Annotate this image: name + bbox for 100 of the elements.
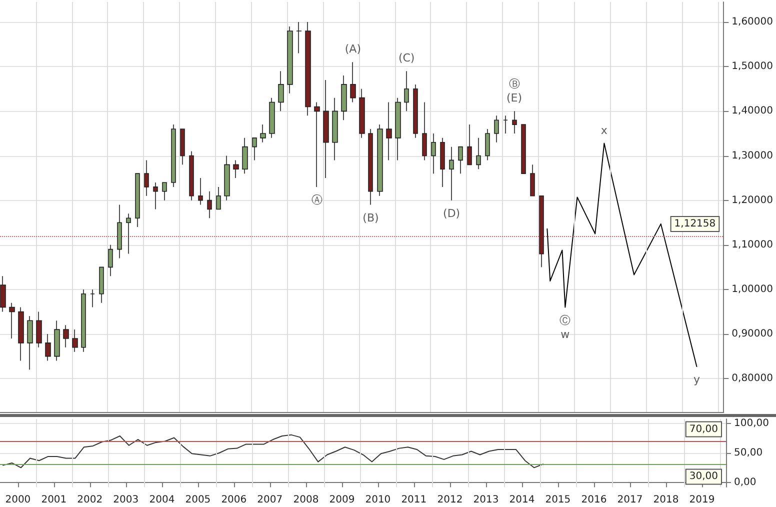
y-tick-label: 1,10000	[732, 239, 774, 250]
x-tick-label: 2005	[185, 494, 211, 506]
candlestick	[350, 62, 356, 103]
y-tick-label: 1,20000	[732, 194, 774, 206]
x-tick-label: 2000	[5, 494, 31, 506]
x-tick-label: 2008	[293, 494, 319, 506]
x-tick-label: 2012	[437, 494, 463, 506]
candlestick	[458, 146, 463, 174]
candlestick	[18, 306, 24, 362]
candlestick	[332, 97, 338, 161]
candlestick	[404, 70, 409, 112]
candlestick	[233, 160, 239, 178]
annotation: Ⓒ w	[560, 314, 571, 341]
annotation: y	[693, 373, 700, 386]
candlestick	[0, 276, 6, 312]
x-tick-label: 2007	[257, 494, 283, 506]
candlestick	[9, 302, 15, 339]
candlestick	[45, 334, 51, 362]
y-tick-label: 100,00	[734, 418, 769, 430]
candlestick	[224, 155, 230, 201]
x-tick-label: 2011	[401, 494, 427, 506]
candlestick	[503, 115, 508, 134]
candlestick	[153, 182, 158, 210]
candlestick	[287, 26, 293, 94]
candlestick	[368, 128, 373, 206]
candlestick	[296, 22, 302, 54]
candlestick	[90, 289, 95, 308]
candlestick	[117, 204, 122, 259]
candlestick	[54, 320, 60, 362]
x-tick-label: 2018	[653, 494, 679, 506]
candlestick	[198, 178, 203, 206]
x-tick-label: 2017	[617, 494, 643, 506]
y-tick-label: 0,80000	[732, 373, 774, 384]
candlestick	[521, 124, 526, 174]
x-tick-label: 2016	[581, 494, 607, 506]
candlestick	[449, 146, 454, 201]
y-tick-label: 1,60000	[732, 16, 774, 28]
y-tick-label: 1,00000	[732, 284, 774, 295]
candlestick	[162, 182, 167, 201]
candlestick	[99, 266, 104, 304]
candlestick	[126, 213, 131, 254]
line-series	[2, 434, 544, 468]
candlestick	[422, 102, 427, 161]
candlestick	[72, 329, 78, 352]
candlestick	[36, 311, 42, 348]
ref-line-label: 30,00	[689, 471, 718, 482]
candlestick	[81, 289, 86, 352]
candlestick	[63, 324, 69, 348]
candlestick	[512, 110, 517, 134]
candlestick	[494, 115, 499, 143]
candlestick	[386, 102, 392, 161]
candlestick	[171, 124, 176, 188]
candlestick	[413, 84, 418, 138]
x-tick-label: 2002	[77, 494, 103, 506]
annotation: x	[600, 124, 608, 137]
x-tick-label: 2010	[365, 494, 391, 506]
annotation: Ⓑ (E)	[506, 78, 522, 105]
annotation: (B)	[362, 211, 379, 224]
candlestick	[144, 160, 149, 196]
x-tick-label: 2009	[329, 494, 355, 506]
annotation: (D)	[443, 206, 460, 220]
candlestick	[242, 138, 248, 174]
candlestick	[278, 70, 284, 112]
candlestick	[305, 22, 311, 116]
x-tick-label: 2014	[509, 494, 535, 506]
candlestick	[341, 75, 347, 120]
candlestick	[269, 97, 275, 138]
y-tick-label: 1,40000	[732, 106, 774, 117]
candlestick	[323, 80, 329, 178]
candlestick	[539, 195, 544, 268]
candlestick	[395, 97, 401, 161]
candlestick	[377, 124, 383, 196]
x-tick-label: 2013	[473, 494, 499, 506]
y-tick-label: 1,30000	[732, 150, 774, 162]
candlestick	[260, 124, 266, 143]
annotation: Ⓐ	[312, 193, 323, 206]
candlestick	[108, 244, 113, 276]
ref-line-label: 1,12158	[674, 218, 716, 230]
ref-line-label: 70,00	[689, 424, 718, 435]
candlestick	[207, 191, 212, 219]
candlestick	[467, 124, 472, 166]
candlestick	[431, 133, 436, 174]
candlestick	[189, 150, 194, 201]
y-tick-label: 0,90000	[732, 328, 774, 340]
x-tick-label: 2019	[689, 494, 715, 506]
candlestick	[485, 128, 490, 161]
candlestick	[440, 138, 445, 188]
annotation: (A)	[344, 42, 361, 56]
x-tick-label: 2006	[221, 494, 247, 506]
candlestick	[314, 102, 320, 188]
candlestick	[27, 316, 33, 370]
x-tick-label: 2003	[113, 494, 139, 506]
y-tick-label: 50,00	[734, 448, 763, 458]
candlestick	[476, 138, 481, 170]
y-tick-label: 0,00	[734, 476, 756, 488]
candlestick	[180, 128, 185, 166]
candlestick	[216, 186, 221, 210]
annotation: (C)	[398, 52, 415, 65]
x-tick-label: 2001	[41, 494, 67, 506]
y-tick-label: 1,50000	[732, 61, 774, 72]
